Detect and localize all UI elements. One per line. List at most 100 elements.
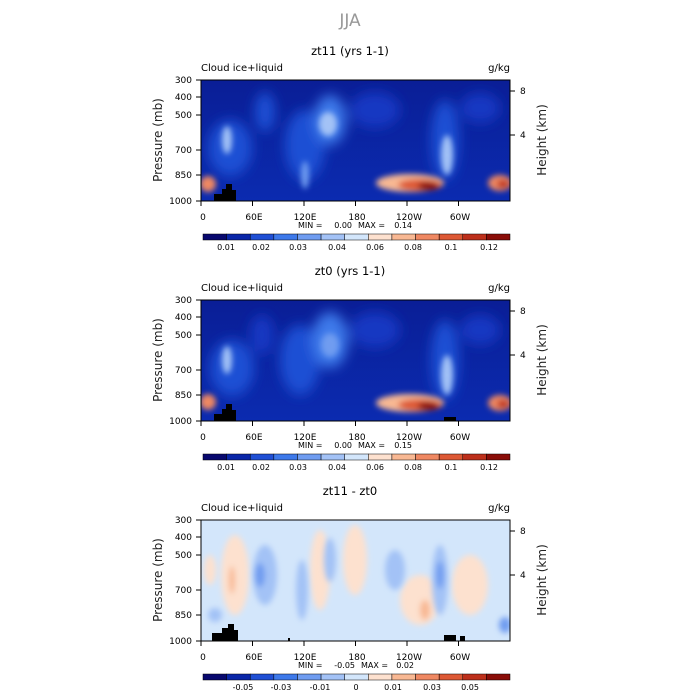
- y-axis: 300 400 500 700 850 1000 Pressure (mb): [151, 296, 201, 427]
- colorbar-swatch: [391, 673, 416, 681]
- x-tick-label: 60W: [450, 653, 470, 663]
- x-tick-1: 60E: [245, 421, 263, 443]
- y-tick-label: 1000: [169, 197, 192, 207]
- height-tick-4: 4: [510, 351, 526, 361]
- x-tick-3: 180: [348, 641, 366, 663]
- colorbar-swatch: [297, 673, 322, 681]
- height-tick-8: 8: [510, 307, 526, 317]
- colorbar-label: 0: [353, 683, 358, 692]
- y-tick-700: 700: [175, 146, 201, 156]
- height-axis: 8 4 Height (km): [510, 307, 549, 396]
- colorbar: -0.05 -0.03 -0.01 0 0.01 0.03 0.05: [202, 673, 511, 692]
- y-tick-300: 300: [175, 76, 201, 86]
- colorbar-label: 0.12: [480, 243, 498, 252]
- height-tick-4: 4: [510, 131, 526, 141]
- colorbar-swatch: [320, 453, 345, 461]
- terrain: [444, 417, 456, 421]
- colorbar-swatch: [273, 673, 298, 681]
- x-tick-4: 120W: [396, 421, 422, 443]
- colorbar-swatch: [415, 233, 440, 241]
- colorbar-swatch: [391, 453, 416, 461]
- min-max-stats: MIN = -0.05 MAX = 0.02: [298, 661, 414, 670]
- x-tick-label: 120W: [396, 433, 422, 443]
- colorbar-swatch: [486, 673, 511, 681]
- contour-field: [201, 300, 510, 421]
- min-value: 0.00: [334, 441, 352, 450]
- variable-label: Cloud ice+liquid: [201, 283, 283, 294]
- y-tick-400: 400: [175, 93, 201, 103]
- height-tick-label: 8: [520, 527, 526, 537]
- colorbar-label: 0.04: [328, 243, 346, 252]
- colorbar-label: 0.06: [366, 243, 384, 252]
- colorbar-swatch: [320, 673, 345, 681]
- colorbar-labels: 0.01 0.02 0.03 0.04 0.06 0.08 0.1 0.12: [217, 463, 498, 472]
- x-tick-4: 120W: [396, 201, 422, 223]
- x-tick-label: 60E: [245, 433, 262, 443]
- y-tick-label: 1000: [169, 417, 192, 427]
- colorbar-label: 0.05: [461, 683, 479, 692]
- min-label: MIN =: [298, 221, 323, 230]
- height-axis: 8 4 Height (km): [510, 87, 549, 176]
- min-value: 0.00: [334, 221, 352, 230]
- colorbar-label: 0.01: [217, 243, 235, 252]
- x-tick-label: 180: [348, 433, 365, 443]
- y-tick-label: 700: [175, 146, 192, 156]
- min-label: MIN =: [298, 661, 323, 670]
- y-tick-label: 300: [175, 296, 192, 306]
- terrain: [444, 635, 456, 641]
- colorbar-swatch: [462, 233, 487, 241]
- units-label: g/kg: [488, 283, 510, 294]
- colorbar-swatches: [202, 453, 511, 461]
- y-axis-label: Pressure (mb): [151, 538, 165, 622]
- colorbar-swatch: [368, 233, 393, 241]
- colorbar-label: 0.02: [252, 243, 270, 252]
- x-tick-5: 60W: [450, 201, 470, 223]
- x-tick-label: 60E: [245, 213, 262, 223]
- colorbar-label: 0.01: [384, 683, 402, 692]
- x-tick-label: 120W: [396, 653, 422, 663]
- colorbar-label: 0.03: [289, 463, 307, 472]
- y-tick-1000: 1000: [169, 417, 201, 427]
- colorbar-swatch: [297, 453, 322, 461]
- x-axis: 0 60E 120E 180 120W 60W: [200, 421, 470, 443]
- x-tick-5: 60W: [450, 421, 470, 443]
- y-tick-label: 1000: [169, 637, 192, 647]
- height-tick-label: 4: [520, 351, 526, 361]
- colorbar-swatch: [368, 453, 393, 461]
- x-tick-label: 180: [348, 653, 365, 663]
- min-max-stats: MIN = 0.00 MAX = 0.14: [298, 221, 412, 230]
- contour-field: [201, 80, 510, 201]
- colorbar-swatch: [202, 673, 227, 681]
- x-tick-label: 60W: [450, 213, 470, 223]
- height-tick-4: 4: [510, 571, 526, 581]
- terrain: [460, 636, 465, 641]
- max-label: MAX =: [358, 221, 385, 230]
- y-tick-label: 700: [175, 366, 192, 376]
- colorbar-label: 0.03: [423, 683, 441, 692]
- colorbar-swatch: [202, 453, 227, 461]
- colorbar-label: -0.01: [310, 683, 331, 692]
- max-value: 0.15: [394, 441, 412, 450]
- y-tick-700: 700: [175, 586, 201, 596]
- y-tick-label: 300: [175, 516, 192, 526]
- colorbar-swatch: [249, 233, 275, 241]
- colorbar-swatch: [438, 673, 464, 681]
- y-tick-label: 400: [175, 533, 192, 543]
- colorbar-swatch: [415, 453, 440, 461]
- colorbar-swatch: [344, 673, 369, 681]
- colorbar-labels: -0.05 -0.03 -0.01 0 0.01 0.03 0.05: [233, 683, 479, 692]
- height-tick-8: 8: [510, 527, 526, 537]
- colorbar-label: 0.03: [289, 243, 307, 252]
- units-label: g/kg: [488, 63, 510, 74]
- x-tick-2: 120E: [294, 421, 317, 443]
- colorbar-swatch: [438, 233, 464, 241]
- colorbar-label: -0.03: [271, 683, 292, 692]
- y-tick-500: 500: [175, 111, 201, 121]
- colorbar-swatch: [226, 233, 251, 241]
- x-tick-0: 0: [200, 641, 206, 663]
- x-tick-label: 120E: [294, 433, 317, 443]
- y-tick-700: 700: [175, 366, 201, 376]
- colorbar-swatch: [249, 453, 275, 461]
- colorbar-swatch: [438, 453, 464, 461]
